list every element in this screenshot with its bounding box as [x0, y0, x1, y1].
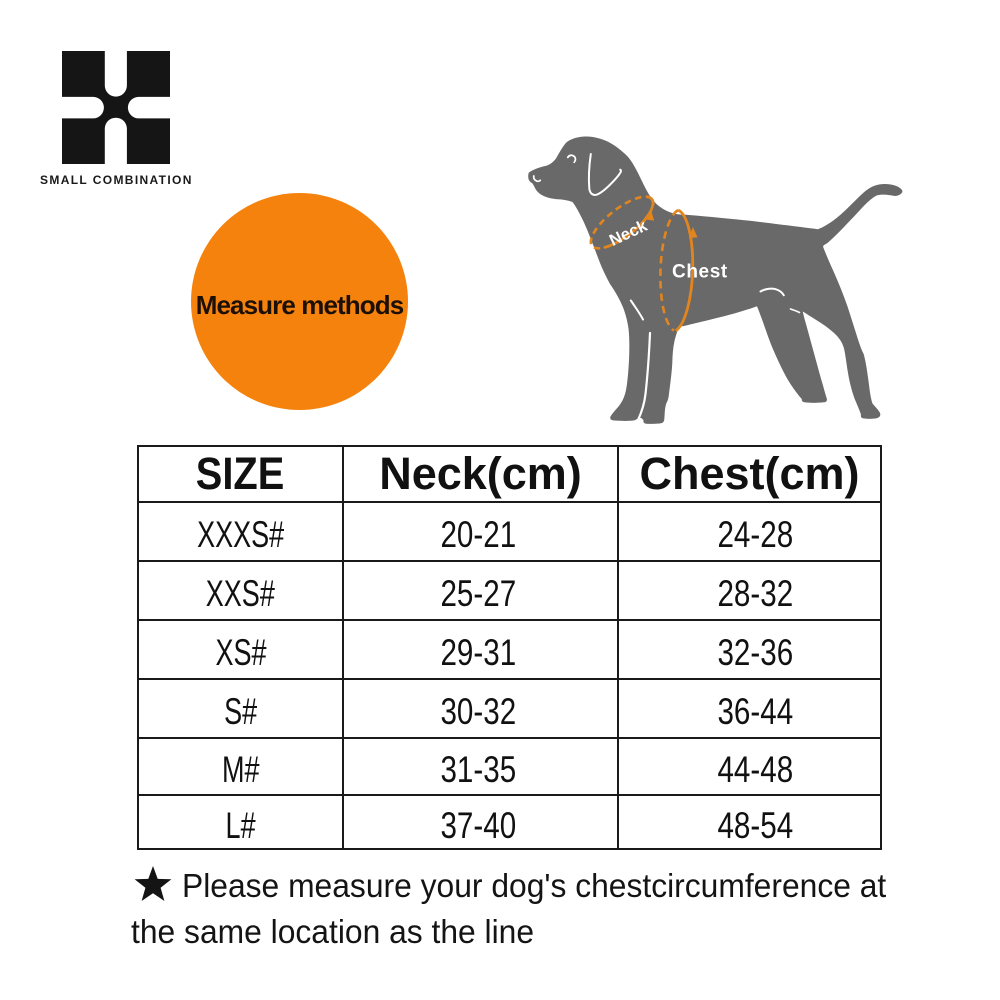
svg-text:Chest: Chest — [672, 261, 728, 282]
